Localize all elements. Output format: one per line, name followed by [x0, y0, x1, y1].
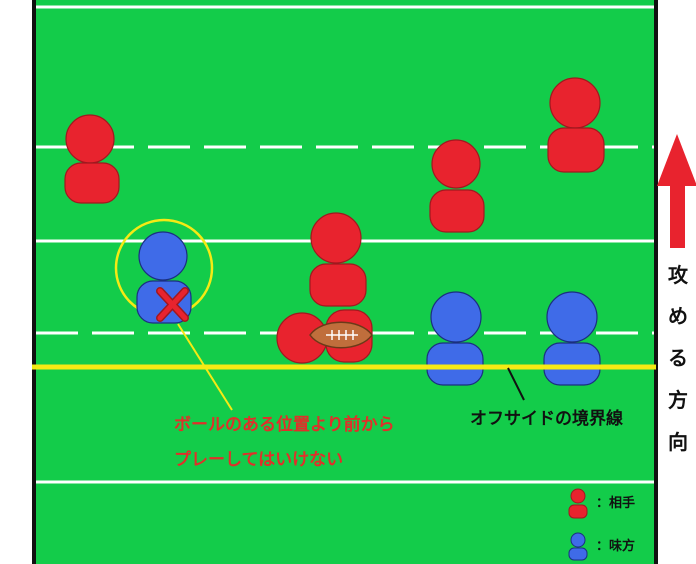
direction-char: 向: [668, 430, 688, 454]
direction-char: 方: [668, 388, 688, 412]
direction-char: る: [668, 346, 688, 370]
rugby-ball-icon: [309, 321, 373, 349]
ally-player: [426, 291, 484, 386]
annotation-line-1: ボールのある位置より前から: [174, 415, 395, 435]
opponent-player: [64, 114, 120, 204]
legend-opponent-label: ：相手: [596, 496, 636, 511]
legend-opponent-icon: [568, 488, 588, 519]
legend-ally-label: ：味方: [596, 539, 636, 554]
offside-label: オフサイドの境界線: [470, 409, 623, 429]
offside-label-pointer: [507, 367, 525, 401]
ally-player: [543, 291, 601, 386]
cross-mark-icon: [156, 287, 189, 322]
ally-player-offside: [136, 231, 192, 324]
legend-ally-icon: [568, 532, 588, 561]
annotation-line-2: プレーしてはいけない: [174, 450, 344, 470]
direction-char: 攻: [668, 263, 688, 287]
arrow-up-icon: [657, 134, 696, 248]
opponent-player: [309, 212, 367, 307]
opponent-player: [429, 139, 485, 233]
opponent-player: [547, 77, 605, 173]
annotation-pointer: [177, 323, 233, 411]
direction-char: め: [668, 304, 688, 328]
